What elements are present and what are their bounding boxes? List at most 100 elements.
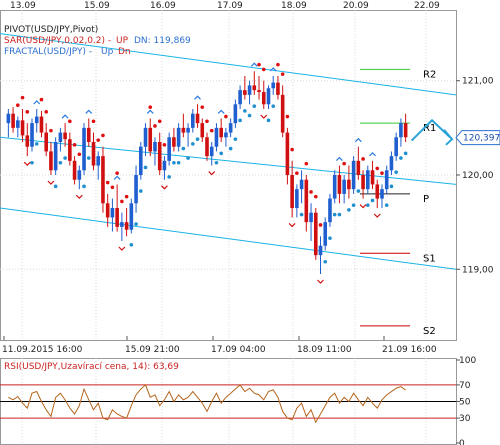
candle-body	[370, 170, 375, 185]
sar-dot	[134, 222, 138, 226]
fractal-up-arrow	[217, 109, 225, 114]
candle-body	[313, 212, 318, 256]
sar-dot	[247, 113, 252, 118]
rsi-line	[8, 384, 406, 424]
candle-body	[82, 127, 86, 171]
sar-dot	[39, 97, 44, 102]
sar-dot	[16, 103, 20, 108]
legend-sar: SAR(USD/JPY,0.02,0.2) -	[4, 36, 111, 46]
candle-body	[295, 189, 299, 208]
candle-body	[337, 175, 342, 194]
candle-body	[124, 222, 129, 230]
sar-dot	[143, 165, 148, 170]
sar-dot	[120, 199, 124, 204]
candle-body	[209, 146, 214, 157]
candle-body	[266, 88, 271, 105]
candle-body	[53, 142, 58, 171]
sar-dot	[200, 105, 205, 109]
sar-dot	[366, 203, 370, 207]
sar-dot	[299, 212, 304, 217]
sar-dot	[167, 175, 171, 179]
candle-body	[20, 120, 25, 136]
legend-sar-dn: DN: 119,869	[134, 36, 191, 46]
sar-dot	[403, 151, 408, 156]
candle-body	[233, 104, 238, 124]
sar-dot	[394, 170, 398, 174]
candle-body	[219, 127, 223, 138]
price-tick-label: 120,00	[462, 171, 494, 181]
candle-body	[49, 151, 53, 171]
candle-body	[110, 208, 115, 218]
candle-body	[176, 127, 181, 147]
candle-body	[25, 135, 30, 147]
sar-dot	[351, 203, 356, 207]
candle-body	[68, 139, 72, 161]
sar-dot	[399, 156, 403, 160]
candle-body	[347, 179, 351, 190]
sar-dot	[195, 137, 200, 141]
sar-dot	[389, 184, 394, 189]
candle-body	[44, 132, 48, 152]
fractal-up-arrow	[61, 114, 69, 119]
sar-dot	[290, 147, 294, 152]
candle-body	[195, 113, 200, 124]
sar-dot	[30, 160, 34, 165]
candle-body	[299, 179, 304, 190]
candle-body	[261, 92, 266, 105]
sar-dot	[361, 157, 365, 161]
sar-dot	[25, 110, 30, 114]
rsi-axis-label: 0	[459, 439, 465, 445]
rsi-axis-label: 30	[459, 414, 471, 424]
pivot-label-p: P	[423, 194, 429, 205]
fractal-up-arrow	[146, 109, 154, 114]
sar-dot	[72, 143, 77, 147]
sar-dot	[172, 160, 176, 165]
candle-body	[228, 123, 233, 133]
candle-body	[120, 222, 124, 227]
candle-body	[304, 179, 309, 223]
candle-body	[143, 127, 148, 147]
candle-body	[181, 127, 186, 133]
candle-body	[77, 170, 82, 180]
fractal-up-arrow	[335, 156, 343, 161]
sar-dot	[271, 104, 276, 108]
price-tick-label: 121,00	[462, 77, 494, 87]
current-price-label: 120,397	[463, 134, 500, 144]
legend-pivot: PIVOT(USD/JPY,Pivot)	[4, 25, 98, 35]
sar-dot	[186, 156, 190, 160]
fractal-down-arrow	[373, 213, 381, 218]
sar-dot	[356, 189, 361, 193]
candle-body	[332, 175, 337, 199]
fractal-up-arrow	[250, 62, 258, 67]
candle-body	[384, 170, 389, 190]
fractal-down-arrow	[47, 180, 55, 185]
candle-body	[285, 132, 290, 175]
sar-dot	[238, 118, 242, 123]
candle-body	[172, 137, 176, 147]
candle-body	[167, 137, 171, 161]
bottom-date-label: 11.09.2015 16:00	[2, 345, 83, 355]
top-date-label: 20.09	[343, 1, 369, 11]
candle-body	[86, 127, 91, 142]
sar-dot	[332, 212, 337, 217]
candle-body	[58, 132, 63, 142]
sar-dot	[328, 236, 332, 240]
candle-body	[34, 116, 39, 124]
candle-body	[96, 156, 101, 166]
candle-body	[238, 90, 242, 105]
candle-body	[375, 184, 380, 199]
candle-body	[342, 179, 346, 194]
sar-dot	[153, 124, 157, 128]
sar-dot	[276, 62, 280, 67]
sar-dot	[384, 203, 389, 207]
sar-dot	[91, 119, 96, 124]
sar-dot	[115, 171, 119, 175]
candle-body	[276, 82, 280, 95]
bottom-date-label: 21.09 16:00	[382, 345, 437, 355]
candle-body	[403, 123, 408, 138]
projection-arrowhead	[443, 129, 454, 146]
bottom-date-label: 17.09 04:00	[211, 345, 266, 355]
legend-fractal-dn: Dn	[118, 47, 131, 57]
candle-body	[186, 127, 190, 133]
fractal-up-arrow	[369, 152, 376, 157]
